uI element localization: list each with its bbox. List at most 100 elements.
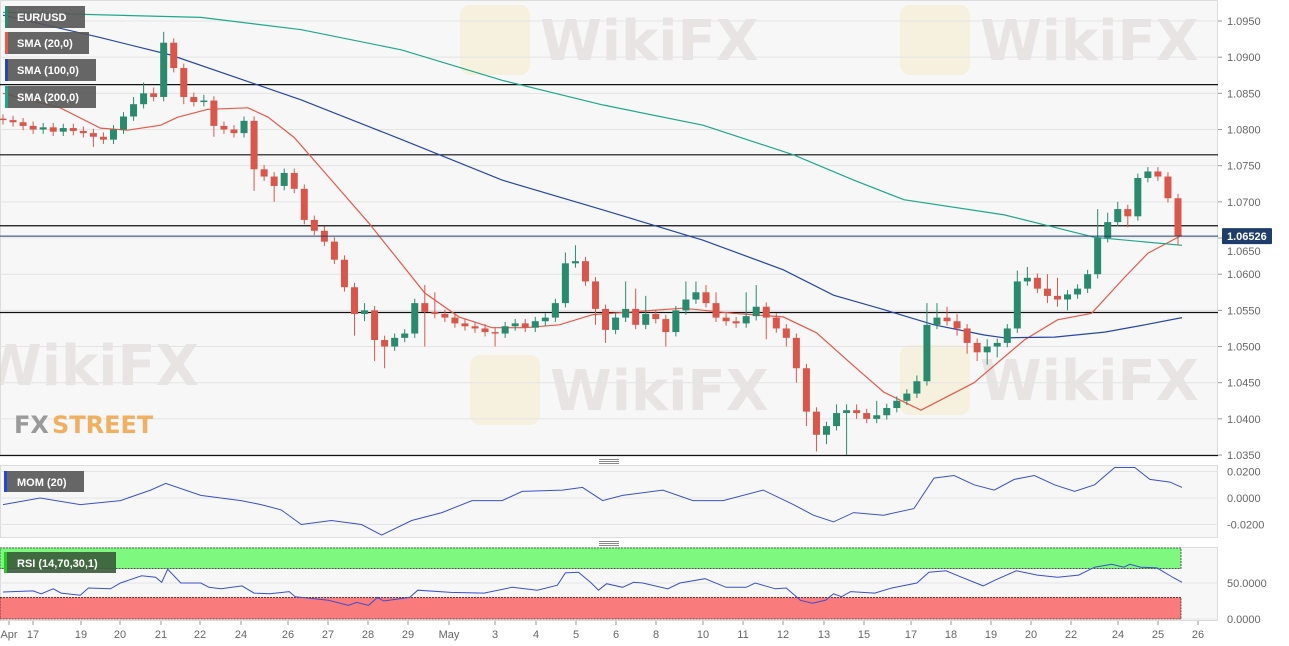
candle — [581, 256, 589, 286]
wikifx-watermark: WikiFX — [980, 9, 1199, 74]
candle — [883, 403, 891, 420]
candle-body — [913, 381, 921, 394]
candle-body — [481, 328, 489, 333]
candle-body — [853, 410, 861, 414]
wikifx-watermark: WikiFX — [980, 349, 1199, 414]
candle — [1134, 173, 1142, 221]
candle-body — [0, 118, 7, 121]
candle-body — [59, 128, 67, 132]
candle-body — [722, 317, 730, 322]
candle — [250, 116, 258, 191]
wikifx-watermark: WikiFX — [540, 9, 759, 74]
candle — [561, 252, 569, 308]
candle-body — [592, 281, 600, 309]
x-tick-label: 20 — [1025, 629, 1037, 641]
legend-sma-200[interactable]: SMA (200,0) — [5, 86, 96, 108]
candle — [451, 313, 459, 328]
candle-body — [441, 313, 449, 318]
y-tick-label: 1.0500 — [1227, 342, 1261, 354]
candle-body — [421, 303, 429, 312]
y-tick-label: 1.0950 — [1227, 16, 1261, 28]
candle-body — [350, 287, 358, 314]
candle — [130, 96, 138, 121]
candle-body — [69, 128, 77, 131]
candle-body — [632, 308, 640, 325]
x-tick-label: 27 — [322, 629, 334, 641]
x-tick-label: 19 — [75, 629, 87, 641]
sma-overlays — [2, 11, 1183, 411]
candle-body — [1084, 274, 1092, 289]
x-tick-label: 21 — [155, 629, 167, 641]
y-tick-label: 1.0600 — [1227, 269, 1261, 281]
candle-body — [742, 316, 750, 324]
legend-label: SMA (100,0) — [17, 65, 79, 77]
candle-body — [953, 321, 961, 329]
candle-body — [702, 292, 710, 304]
x-tick-label: 6 — [613, 629, 619, 641]
candle-body — [220, 125, 228, 130]
current-price-box — [1222, 228, 1272, 245]
candle-body — [762, 306, 770, 318]
x-tick-label: 17 — [27, 629, 39, 641]
candle-body — [1164, 176, 1172, 199]
candle-body — [571, 261, 579, 264]
candle-body — [1033, 277, 1041, 289]
candle-body — [79, 130, 87, 134]
panel-resize-handle[interactable] — [599, 459, 619, 464]
x-tick-label: 5 — [573, 629, 579, 641]
x-tick-label: 20 — [114, 629, 126, 641]
candle-body — [330, 241, 338, 260]
legend-eurusd[interactable]: EUR/USD — [5, 6, 85, 28]
candle-body — [993, 342, 1001, 347]
candle-body — [642, 313, 650, 325]
current-price-label: 1.06526 — [1227, 231, 1267, 243]
panel-resize-handle[interactable] — [599, 541, 619, 546]
candle — [310, 215, 318, 236]
candle — [1164, 172, 1172, 203]
legend-mom[interactable]: MOM (20) — [4, 471, 84, 492]
candle — [782, 324, 790, 347]
legend-sma-100[interactable]: SMA (100,0) — [5, 59, 96, 81]
candle — [240, 116, 248, 138]
candle-body — [833, 413, 841, 427]
y-tick-label: 1.0650 — [1227, 246, 1261, 258]
x-tick-label: 12 — [777, 629, 789, 641]
candle — [230, 125, 238, 138]
x-axis: Apr 17 19 20 21 22 24 26 27 28 29 May 3 4 5 6 8 10 11 12 13 1… — [0, 621, 1204, 641]
candle-body — [682, 299, 690, 311]
candle-body — [1144, 171, 1152, 178]
candle-body — [612, 317, 620, 330]
candle — [632, 288, 640, 330]
candle — [531, 316, 539, 333]
candle-body — [1104, 222, 1112, 239]
candle-body — [1003, 328, 1011, 343]
candle — [371, 306, 379, 361]
candle — [160, 31, 168, 102]
wikifx-logo-icon — [470, 355, 540, 425]
candle — [1124, 204, 1132, 228]
candle — [943, 306, 951, 326]
legend-rsi[interactable]: RSI (14,70,30,1) — [4, 552, 116, 573]
candle-body — [120, 116, 128, 130]
candle — [833, 404, 841, 431]
candle — [1174, 193, 1182, 246]
candle — [823, 421, 831, 445]
candle-body — [752, 306, 760, 317]
candle-body — [160, 42, 168, 97]
candle-body — [792, 337, 800, 369]
candle-body — [772, 317, 780, 329]
candle-body — [1114, 209, 1122, 223]
candle — [712, 292, 720, 322]
x-tick-label: 13 — [818, 629, 830, 641]
candle-body — [240, 120, 248, 134]
candle-body — [692, 292, 700, 300]
candle-body — [260, 169, 268, 177]
candle-body — [280, 172, 288, 186]
x-tick-label: May — [439, 629, 460, 641]
y-tick-label: 1.0800 — [1227, 125, 1261, 137]
legend-sma-20[interactable]: SMA (20,0) — [5, 32, 89, 54]
candle — [963, 324, 971, 354]
candle — [401, 329, 409, 343]
candle-body — [99, 136, 107, 140]
